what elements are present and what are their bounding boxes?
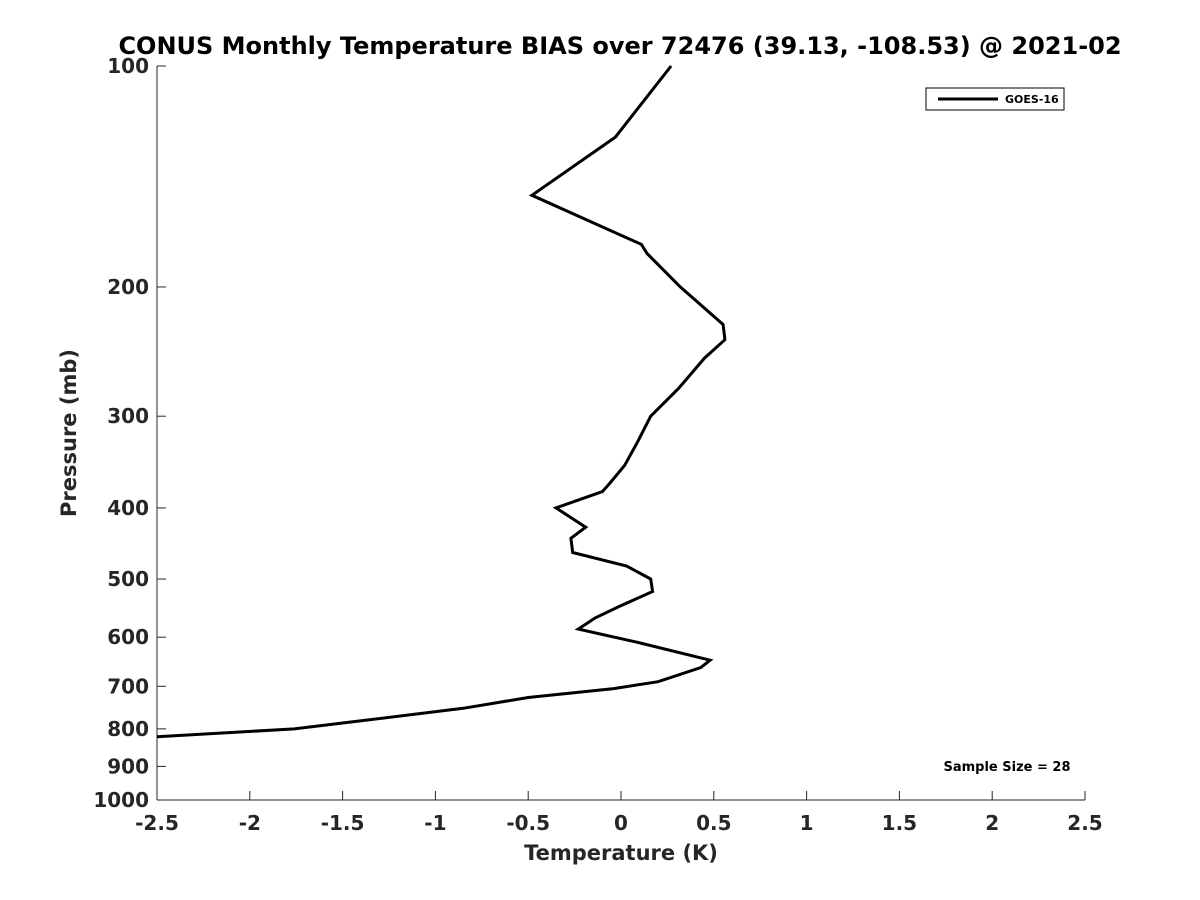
x-tick-label: 1: [800, 811, 814, 835]
y-tick-label: 500: [107, 567, 149, 591]
y-tick-label: 100: [107, 54, 149, 78]
y-tick-label: 900: [107, 754, 149, 778]
x-tick-label: 2.5: [1067, 811, 1102, 835]
x-tick-label: -1: [424, 811, 446, 835]
y-axis-title: Pressure (mb): [57, 349, 81, 517]
series-layer: [156, 65, 727, 739]
x-tick-label: -2: [239, 811, 261, 835]
x-axis-title: Temperature (K): [524, 841, 718, 865]
chart-title: CONUS Monthly Temperature BIAS over 7247…: [118, 32, 1121, 60]
y-tick-label: 700: [107, 674, 149, 698]
y-tick-label: 300: [107, 404, 149, 428]
x-tick-label: 0: [614, 811, 628, 835]
x-tick-label: 1.5: [882, 811, 917, 835]
y-tick-label: 1000: [93, 788, 149, 812]
plot-axes: -2.5 -2 -1.5 -1 -0.5 0 0.5 1 1.5 2 2.5 100 200 300 400…: [93, 54, 1102, 835]
series-line-goes-16: [156, 65, 727, 739]
y-tick-label: 600: [107, 625, 149, 649]
x-tick-label: 2: [985, 811, 999, 835]
sample-size-annotation: Sample Size = 28: [943, 760, 1070, 775]
y-tick-label: 800: [107, 717, 149, 741]
x-tick-label: -2.5: [135, 811, 179, 835]
legend: GOES-16: [925, 87, 1065, 111]
x-tick-label: -0.5: [506, 811, 550, 835]
y-tick-label: 400: [107, 496, 149, 520]
legend-label-goes-16: GOES-16: [1005, 93, 1059, 106]
x-tick-label: -1.5: [321, 811, 365, 835]
y-tick-label: 200: [107, 275, 149, 299]
x-tick-label: 0.5: [696, 811, 731, 835]
